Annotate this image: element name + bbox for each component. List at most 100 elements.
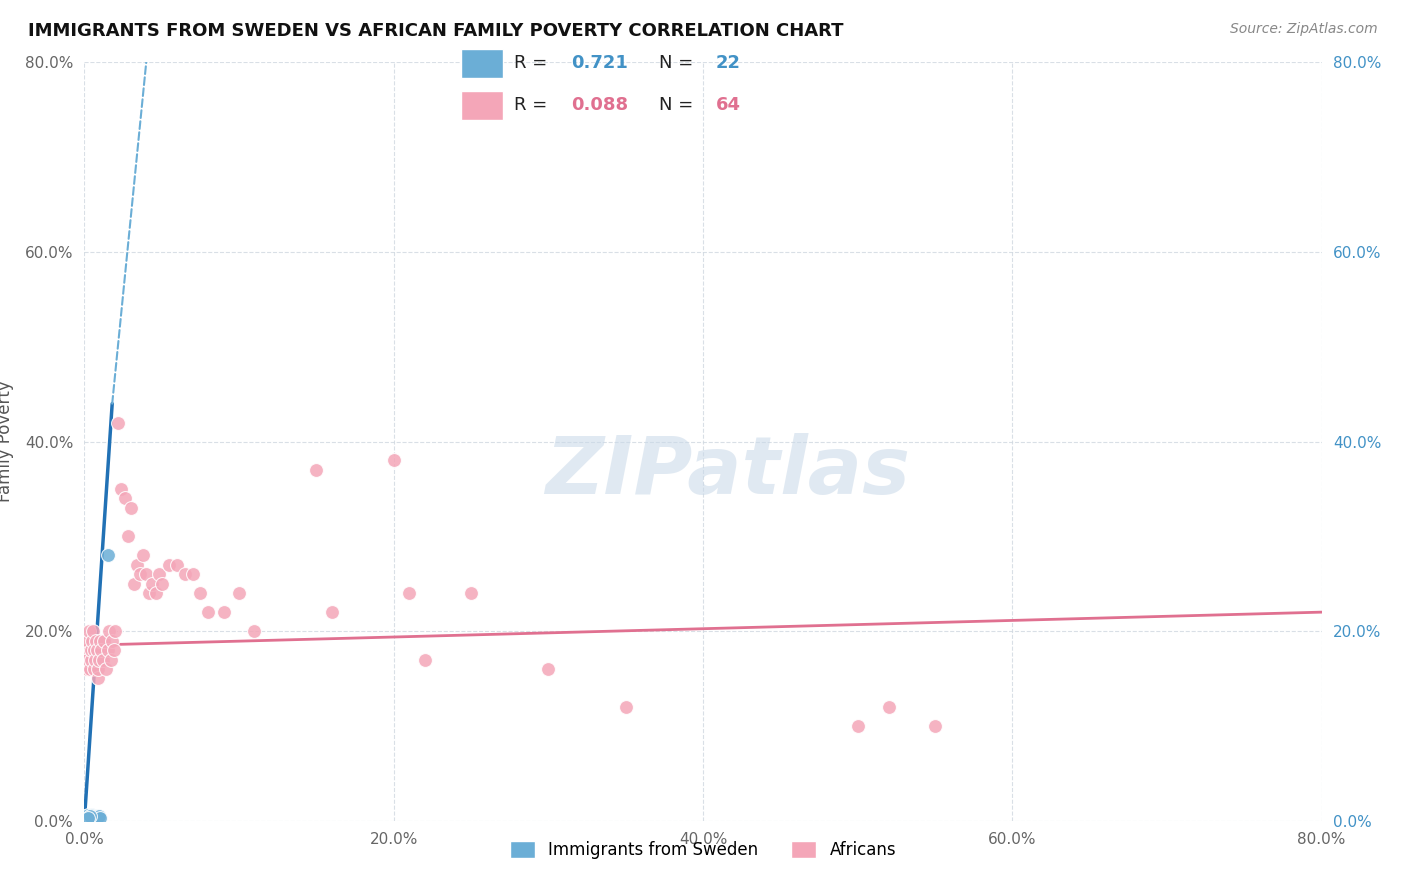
Point [77,811,100,825]
Point [305,463,328,477]
Y-axis label: Family Poverty: Family Poverty [0,381,14,502]
Point [104,624,127,639]
Point [159,558,180,572]
Point [101,633,124,648]
Point [84,652,107,666]
Point [120,500,142,515]
FancyBboxPatch shape [461,91,503,120]
Point [107,416,129,430]
Point [87,652,110,666]
Point [77,811,100,825]
Point [79,810,101,824]
Point [76,662,98,676]
Text: ZIPatlas: ZIPatlas [546,433,910,511]
Text: R =: R = [515,54,554,72]
Point [321,605,343,619]
Point [89,811,111,825]
Text: IMMIGRANTS FROM SWEDEN VS AFRICAN FAMILY POVERTY CORRELATION CHART: IMMIGRANTS FROM SWEDEN VS AFRICAN FAMILY… [28,22,844,40]
Point [537,662,560,676]
Point [77,633,100,648]
Point [75,809,97,823]
Point [89,633,111,648]
Point [80,811,103,825]
Point [614,699,637,714]
Point [94,662,117,676]
Point [122,576,145,591]
Point [188,586,211,600]
Point [76,652,98,666]
Point [877,699,900,714]
Point [117,529,139,543]
Point [75,643,97,657]
Text: 0.721: 0.721 [571,54,628,72]
Point [114,491,136,506]
Point [846,719,869,733]
Point [83,643,105,657]
Point [197,605,219,619]
Point [212,605,235,619]
Point [103,643,125,657]
Point [79,809,101,823]
Point [98,624,121,639]
Point [93,633,115,648]
Point [91,652,114,666]
Point [86,811,108,825]
Point [924,719,946,733]
Point [135,567,157,582]
Point [138,586,160,600]
Point [129,567,152,582]
Point [86,643,108,657]
Point [90,643,112,657]
Point [148,567,170,582]
Point [87,810,110,824]
Point [79,652,101,666]
Point [460,586,482,600]
Point [398,586,420,600]
Point [96,548,118,563]
Point [87,809,110,823]
Point [413,652,436,666]
Point [174,567,197,582]
Point [166,558,188,572]
Point [76,810,98,824]
Text: 64: 64 [716,96,741,114]
Point [83,811,105,825]
Point [79,662,101,676]
Text: N =: N = [658,54,699,72]
Point [82,808,104,822]
Text: N =: N = [658,96,699,114]
Point [228,586,250,600]
Point [83,662,105,676]
Point [150,576,173,591]
Point [80,643,103,657]
Point [86,809,108,823]
Point [84,633,107,648]
Point [84,810,107,824]
Point [132,548,155,563]
Text: 0.088: 0.088 [571,96,628,114]
FancyBboxPatch shape [461,49,503,78]
Point [86,672,108,686]
Point [125,558,148,572]
Point [77,624,100,639]
Point [82,810,104,824]
Point [100,652,122,666]
Point [84,811,107,825]
Legend: Immigrants from Sweden, Africans: Immigrants from Sweden, Africans [503,834,903,865]
Point [110,482,132,496]
Point [141,576,163,591]
Point [382,453,405,467]
Point [82,624,104,639]
Point [243,624,266,639]
Text: R =: R = [515,96,554,114]
Point [181,567,204,582]
Point [87,662,110,676]
Point [79,809,101,823]
Point [145,586,167,600]
Point [77,808,100,822]
Point [96,643,118,657]
Point [83,809,105,823]
Point [82,633,104,648]
Text: Source: ZipAtlas.com: Source: ZipAtlas.com [1230,22,1378,37]
Point [76,811,98,825]
